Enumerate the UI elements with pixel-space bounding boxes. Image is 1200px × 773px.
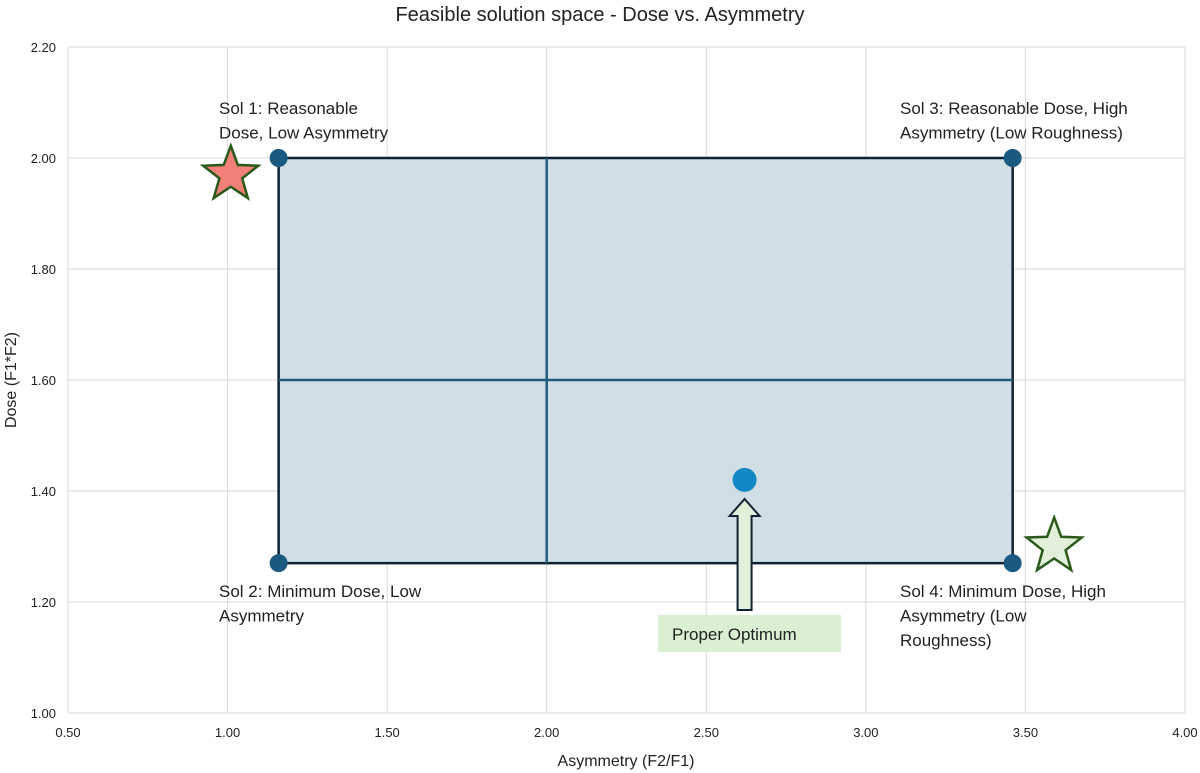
chart-title: Feasible solution space - Dose vs. Asymm…	[395, 4, 804, 26]
y-tick-label: 1.80	[31, 262, 56, 277]
callout-label: Proper Optimum	[672, 625, 797, 644]
annotation-line: Sol 2: Minimum Dose, Low	[219, 582, 422, 601]
star-marker	[199, 142, 262, 202]
y-axis-label: Dose (F1*F2)	[3, 332, 20, 428]
corner-point	[1003, 149, 1022, 167]
annotation-line: Asymmetry	[219, 607, 305, 626]
annotation-line: Sol 1: Reasonable	[219, 99, 358, 118]
y-tick-label: 1.40	[31, 484, 56, 499]
annotation-line: Roughness)	[900, 631, 992, 650]
annotation-line: Asymmetry (Low Roughness)	[900, 124, 1123, 143]
annotation-line: Asymmetry (Low	[900, 607, 1027, 626]
star-marker	[1023, 513, 1086, 573]
annotation-line: Dose, Low Asymmetry	[219, 124, 389, 143]
annotation-line: Sol 4: Minimum Dose, High	[900, 582, 1106, 601]
marks: Proper Optimum	[199, 142, 1086, 652]
annotation-line: Sol 3: Reasonable Dose, High	[900, 99, 1128, 118]
x-tick-label: 3.50	[1013, 725, 1038, 740]
feasible-region-rect	[277, 156, 1014, 565]
feasible-region	[277, 156, 1014, 565]
callout-box	[658, 615, 841, 652]
y-tick-label: 1.20	[31, 595, 56, 610]
ticks: 0.50 1.00 1.50 2.00 2.50 3.00 3.50 4.00 1.00 1.20…	[31, 40, 1198, 740]
x-tick-label: 1.00	[215, 725, 240, 740]
y-tick-label: 1.00	[31, 706, 56, 721]
x-axis-label: Asymmetry (F2/F1)	[558, 753, 695, 770]
x-tick-label: 4.00	[1172, 725, 1197, 740]
optimum-point	[732, 467, 757, 492]
x-tick-label: 3.00	[853, 725, 878, 740]
callout-arrow	[727, 497, 762, 611]
x-tick-label: 1.50	[374, 725, 399, 740]
y-tick-label: 2.00	[31, 151, 56, 166]
corner-point	[269, 149, 288, 167]
annotations: Sol 1: Reasonable Dose, Low Asymmetry Sol …	[219, 99, 1128, 650]
x-tick-label: 0.50	[55, 725, 80, 740]
y-tick-label: 2.20	[31, 40, 56, 55]
x-tick-label: 2.00	[534, 725, 559, 740]
corner-point	[269, 554, 288, 573]
y-tick-label: 1.60	[31, 373, 56, 388]
corner-point	[1003, 554, 1022, 573]
x-tick-label: 2.50	[694, 725, 719, 740]
